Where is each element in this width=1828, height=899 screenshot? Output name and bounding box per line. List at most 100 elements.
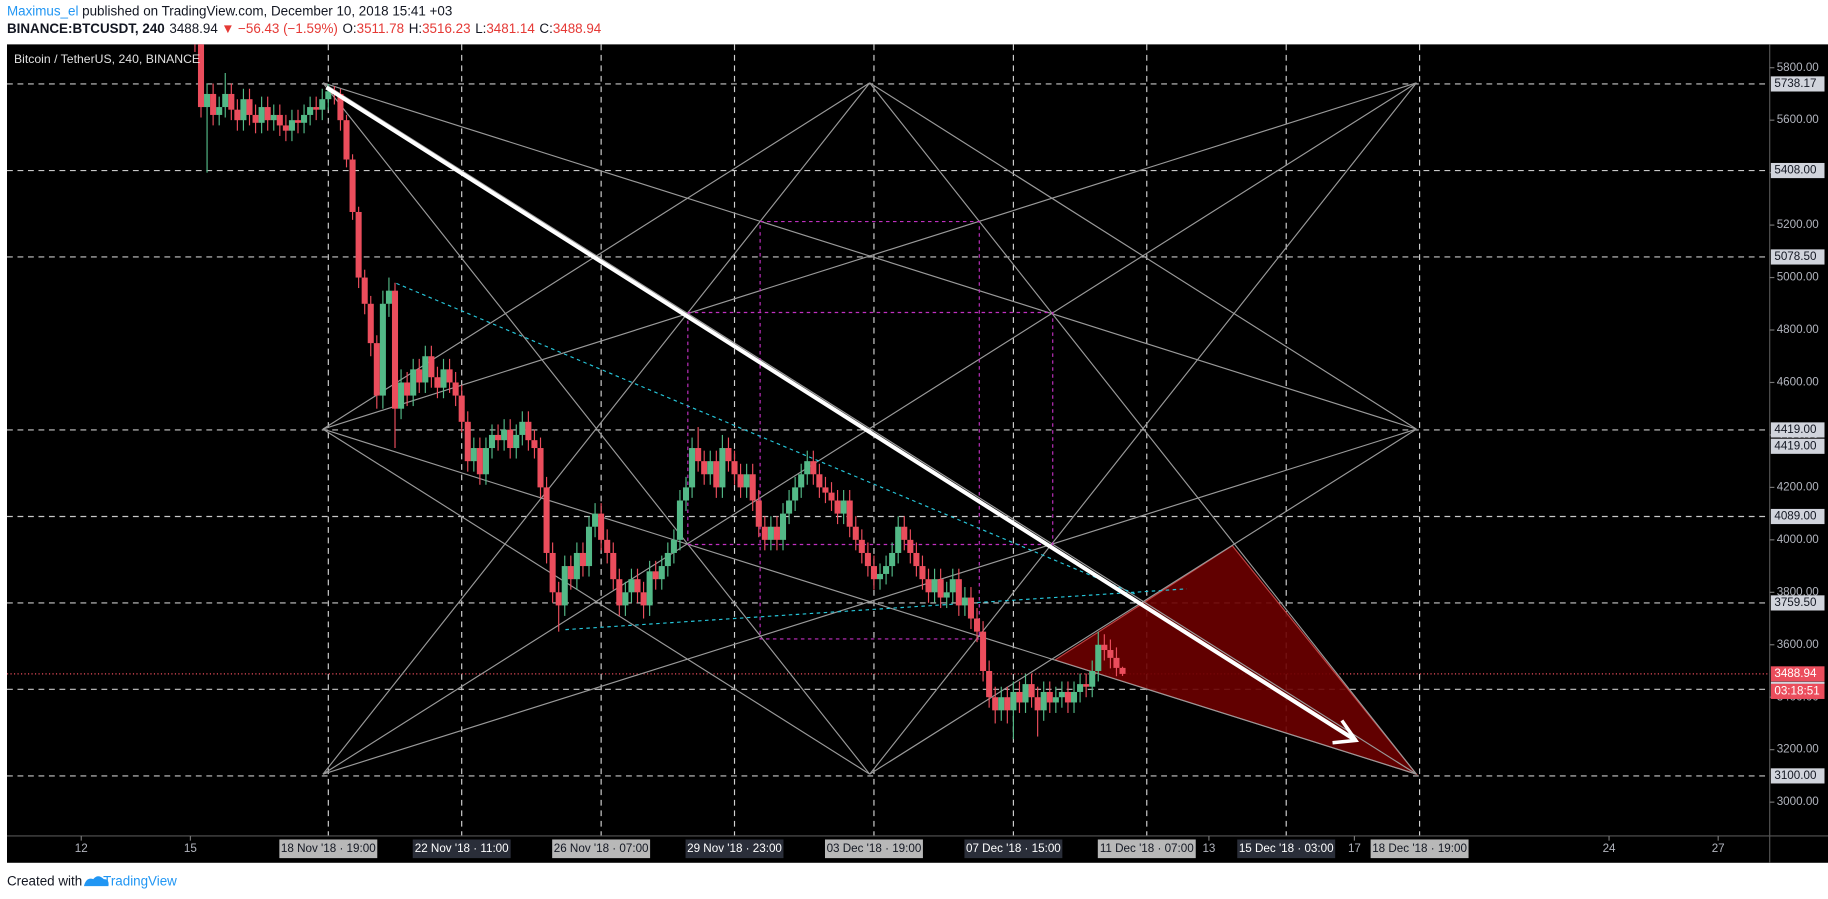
candle-body — [464, 421, 471, 462]
gann-line — [322, 82, 1417, 430]
candle-body — [1077, 684, 1084, 692]
candle-body — [701, 461, 708, 475]
candle-body — [1034, 697, 1041, 711]
time-marker-box — [1097, 839, 1196, 859]
candle-body — [234, 109, 241, 121]
candle-body — [1058, 691, 1065, 698]
candle-body — [428, 356, 435, 378]
change-arrow: ▼ — [221, 21, 234, 36]
candle-body — [1119, 667, 1126, 674]
candle-body — [325, 91, 332, 100]
candle-body — [980, 631, 987, 671]
current-price-box — [1770, 666, 1825, 682]
candle-body — [604, 539, 611, 553]
time-marker-box — [1237, 839, 1336, 859]
candle-body — [1095, 644, 1102, 671]
candle-body — [228, 93, 235, 110]
candle-body — [410, 369, 417, 396]
time-marker-label: 03 Dec '18 · 19:00 — [827, 842, 922, 855]
candle-body — [973, 618, 981, 632]
header-line-1: Maximus_el published on TradingView.com,… — [7, 3, 452, 18]
last-price: 3488.94 — [169, 21, 218, 36]
candle-body — [798, 474, 805, 488]
footer: Created with TradingView — [7, 873, 177, 888]
chart-title: Bitcoin / TetherUS, 240, BINANCE — [14, 52, 200, 66]
time-marker-box — [1370, 839, 1469, 859]
candle-body — [1064, 691, 1071, 703]
candle-body — [282, 125, 289, 131]
y-tick-label: 4600.00 — [1777, 376, 1820, 389]
time-marker-label: 18 Dec '18 · 19:00 — [1372, 842, 1467, 855]
brand-logo — [83, 876, 109, 887]
candle-body — [658, 566, 665, 580]
candle-body — [434, 377, 441, 388]
l-value: 3481.14 — [486, 21, 535, 36]
candle-body — [1040, 691, 1047, 711]
candle-body — [1083, 684, 1090, 687]
candle-body — [822, 487, 829, 493]
time-marker-box — [824, 839, 923, 859]
candle-body — [507, 429, 514, 449]
symbol: BINANCE:BTCUSDT, 240 — [7, 21, 165, 36]
time-marker-box — [412, 839, 511, 859]
candle-body — [846, 500, 853, 527]
time-marker-label: 07 Dec '18 · 15:00 — [966, 842, 1061, 855]
candle-body — [398, 382, 405, 409]
candle-body — [210, 93, 217, 115]
candle-body — [889, 552, 896, 567]
candle-body — [986, 670, 993, 698]
candle-body — [931, 579, 938, 593]
candle-body — [422, 356, 429, 383]
x-tick-label: 15 — [184, 842, 197, 855]
y-tick-label: 5600.00 — [1777, 113, 1820, 126]
candle-body — [573, 552, 580, 580]
time-marker-box — [685, 839, 784, 859]
time-marker-box — [964, 839, 1063, 859]
time-marker-label: 18 Nov '18 · 19:00 — [281, 842, 376, 855]
candle-body — [1101, 644, 1108, 651]
level-box — [1770, 438, 1825, 454]
candle-body — [755, 500, 762, 527]
brand[interactable]: TradingView — [103, 873, 177, 888]
candle-body — [682, 487, 690, 501]
time-marker-label: 26 Nov '18 · 07:00 — [554, 842, 649, 855]
candle-body — [222, 93, 229, 108]
candle-body — [555, 592, 562, 606]
candle-body — [713, 461, 720, 488]
level-box — [1770, 249, 1825, 265]
candle-body — [937, 579, 944, 598]
created-with: Created with — [7, 873, 82, 888]
candle-body — [707, 461, 714, 475]
candle-body — [913, 552, 920, 567]
author[interactable]: Maximus_el — [7, 3, 78, 18]
magenta-box — [687, 311, 1054, 546]
candle-body — [391, 290, 399, 409]
candle-body — [1070, 691, 1078, 703]
level-box — [1770, 76, 1825, 92]
candle-body — [628, 579, 635, 593]
candle-body — [416, 369, 423, 383]
o-label: O: — [342, 21, 356, 36]
candle-body — [349, 159, 356, 212]
candle-body — [519, 421, 526, 435]
candle-body — [567, 566, 574, 580]
y-tick-label: 3800.00 — [1777, 585, 1820, 598]
candle-body — [767, 526, 774, 540]
candle-body — [792, 487, 799, 501]
candle-body — [476, 448, 483, 475]
candle-body — [458, 395, 465, 422]
candle-body — [895, 526, 902, 553]
candle-body — [197, 44, 205, 108]
candle-body — [919, 566, 926, 580]
candle-body — [361, 277, 368, 304]
candle-body — [907, 539, 914, 553]
x-tick-label: 24 — [1603, 842, 1616, 855]
h-label: H: — [409, 21, 422, 36]
candle-body — [252, 114, 259, 123]
candle-body — [743, 474, 750, 488]
x-tick-label: 12 — [75, 842, 88, 855]
level-label: 5738.17 — [1774, 77, 1816, 90]
candle-body — [967, 597, 974, 619]
